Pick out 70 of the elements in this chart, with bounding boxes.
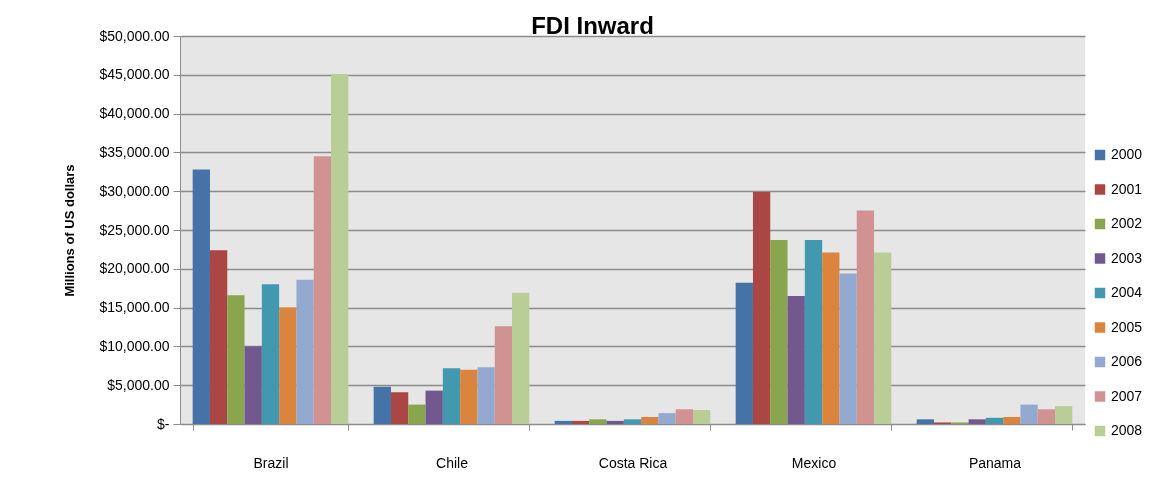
bar xyxy=(390,392,409,424)
bar xyxy=(658,413,676,424)
bar xyxy=(804,240,823,424)
bar xyxy=(641,417,659,424)
bar xyxy=(1003,417,1021,424)
bar xyxy=(261,284,280,424)
bar xyxy=(494,326,513,424)
bar xyxy=(331,74,349,424)
bar xyxy=(512,292,530,424)
legend-label: 2004 xyxy=(1111,284,1143,300)
x-tick-label: Mexico xyxy=(791,454,837,471)
x-tick-label: Chile xyxy=(436,454,469,471)
bar xyxy=(279,307,297,424)
bar xyxy=(571,420,590,424)
bar xyxy=(589,419,607,424)
bar xyxy=(752,191,771,424)
legend-label: 2001 xyxy=(1111,180,1143,197)
bar xyxy=(822,252,840,424)
legend-label: 2005 xyxy=(1111,318,1143,335)
bar xyxy=(1055,406,1073,424)
legend-label: 2000 xyxy=(1111,146,1143,162)
y-tick-label: $5,000.00 xyxy=(107,376,170,393)
bar xyxy=(460,369,478,424)
bar xyxy=(623,419,642,424)
bar xyxy=(839,273,857,424)
bar xyxy=(916,419,934,424)
bar xyxy=(192,169,210,424)
legend-label: 2007 xyxy=(1111,387,1143,404)
bar xyxy=(735,282,753,424)
y-tick-label: $25,000.00 xyxy=(99,221,170,238)
bar xyxy=(227,295,245,424)
y-tick-label: $50,000.00 xyxy=(99,27,170,44)
y-tick-label: $45,000.00 xyxy=(99,66,170,83)
bar xyxy=(874,252,892,424)
bar xyxy=(442,368,461,424)
x-tick-label: Panama xyxy=(968,454,1022,471)
bar xyxy=(856,210,875,424)
bar xyxy=(313,156,332,424)
bar xyxy=(554,420,572,424)
bar xyxy=(1020,404,1038,424)
bar xyxy=(373,386,391,424)
bar xyxy=(477,367,495,424)
bar xyxy=(244,346,262,424)
y-tick-label: $20,000.00 xyxy=(99,260,170,277)
chart-title: FDI Inward xyxy=(531,12,654,39)
bar xyxy=(425,390,443,424)
y-axis-title: Millions of US dollars xyxy=(62,164,78,297)
y-tick-label: $35,000.00 xyxy=(99,143,170,160)
x-tick-label: Brazil xyxy=(253,454,289,471)
bar xyxy=(787,295,805,424)
legend-label: 2003 xyxy=(1111,249,1143,266)
y-tick-label: $10,000.00 xyxy=(99,337,170,354)
legend-label: 2006 xyxy=(1111,353,1143,369)
bar xyxy=(675,409,694,424)
x-tick-label: Costa Rica xyxy=(598,454,668,471)
y-tick-label: $15,000.00 xyxy=(99,299,170,316)
bar xyxy=(968,419,986,424)
bar xyxy=(606,420,624,424)
bar xyxy=(408,404,426,424)
bar xyxy=(693,410,711,424)
y-tick-label: $40,000.00 xyxy=(99,105,170,122)
legend-label: 2002 xyxy=(1111,215,1143,231)
bar xyxy=(296,279,314,424)
y-tick-label: $- xyxy=(157,415,170,432)
y-tick-label: $30,000.00 xyxy=(99,182,170,199)
legend-label: 2008 xyxy=(1111,422,1143,438)
bar xyxy=(985,417,1004,424)
bar xyxy=(1037,409,1056,424)
bar xyxy=(209,250,228,424)
bar xyxy=(770,240,788,424)
